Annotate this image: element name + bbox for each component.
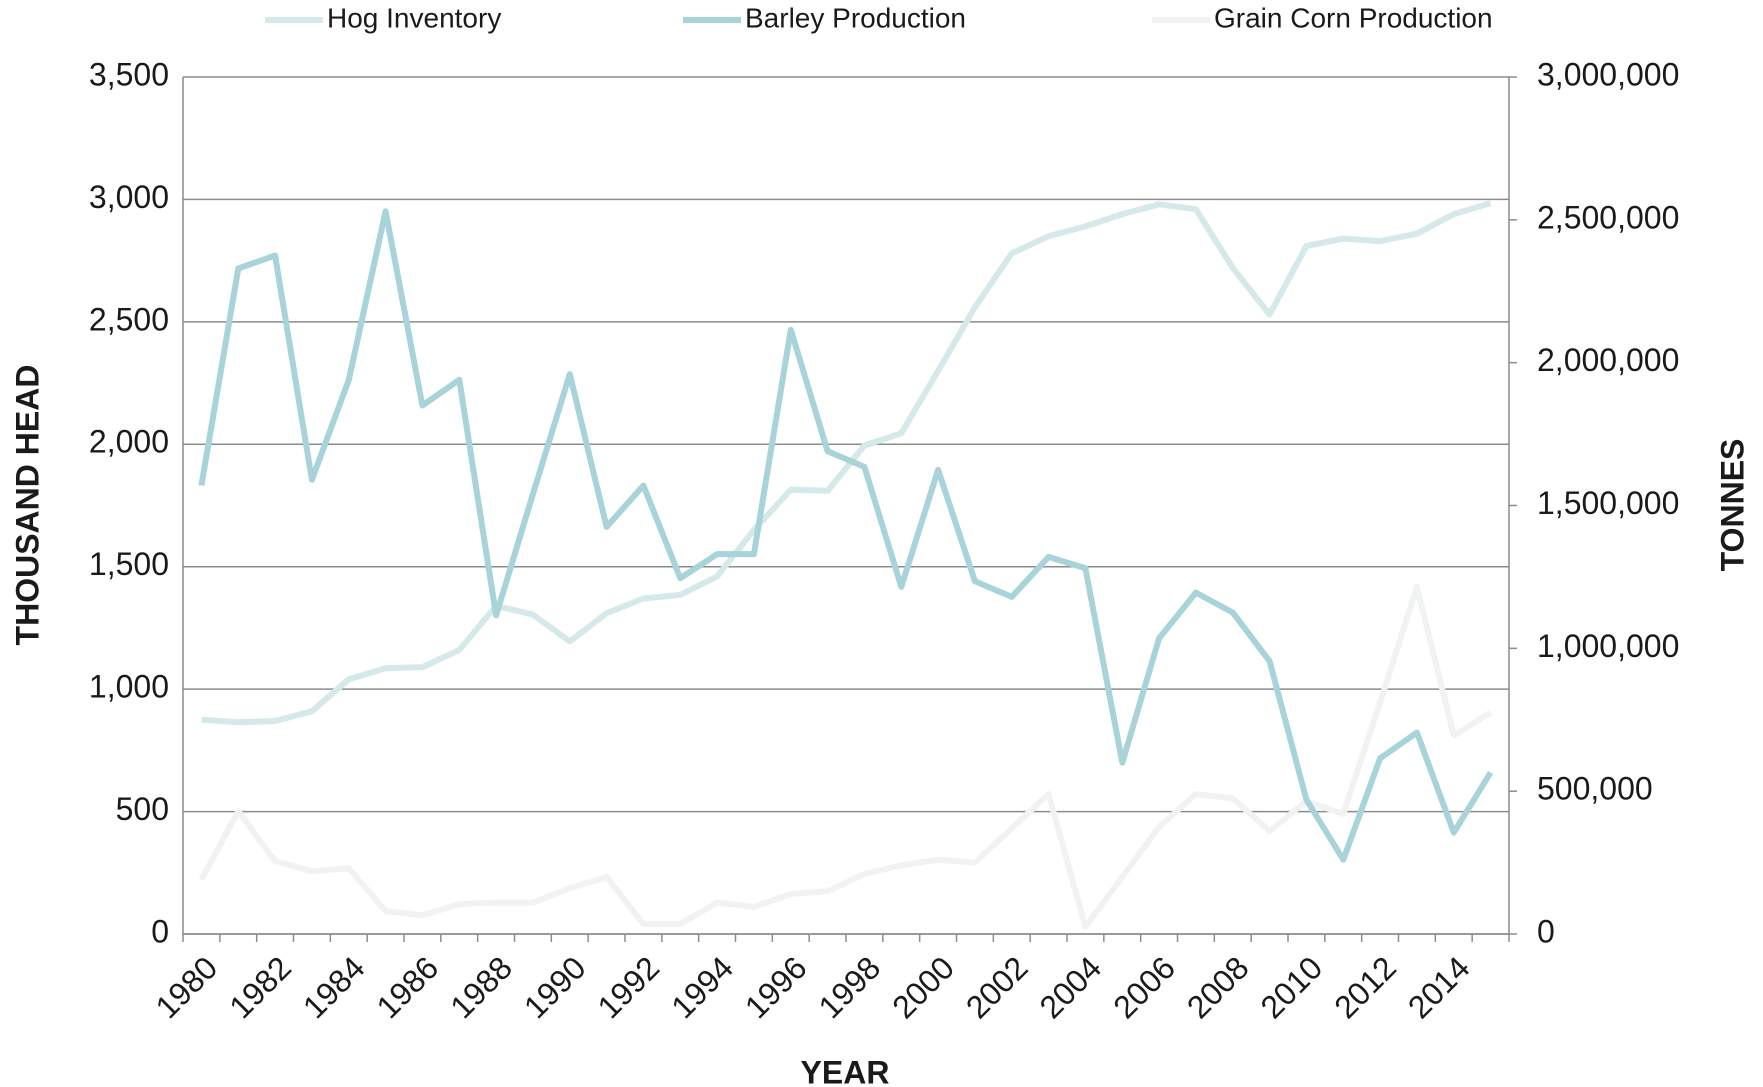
y2-tick-label: 0 — [1537, 913, 1555, 949]
x-tick-label: 1992 — [591, 949, 667, 1025]
y2-tick-label: 500,000 — [1537, 771, 1653, 807]
x-tick-label: 2002 — [959, 949, 1035, 1025]
y-tick-label: 1,000 — [89, 669, 169, 705]
series-line — [198, 583, 1493, 930]
x-axis-title: YEAR — [801, 1054, 890, 1087]
y-tick-label: 2,500 — [89, 301, 169, 337]
x-tick-label: 2004 — [1033, 949, 1109, 1025]
x-tick-label: 1988 — [443, 949, 519, 1025]
x-tick-label: 1990 — [517, 949, 593, 1025]
y-tick-label: 500 — [116, 791, 169, 827]
y-tick-label: 3,500 — [89, 56, 169, 92]
x-tick-label: 1982 — [222, 949, 298, 1025]
x-tick-label: 1980 — [149, 949, 225, 1025]
y2-tick-label: 1,000,000 — [1537, 628, 1679, 664]
legend-label: Barley Production — [745, 2, 966, 33]
y-tick-label: 1,500 — [89, 546, 169, 582]
x-tick-label: 1986 — [370, 949, 446, 1025]
y2-tick-label: 2,500,000 — [1537, 199, 1679, 235]
series-line — [198, 208, 1494, 863]
y-axis-title: THOUSAND HEAD — [9, 365, 45, 646]
x-tick-label: 1998 — [812, 949, 888, 1025]
x-tick-label: 2008 — [1180, 949, 1256, 1025]
x-tick-label: 2010 — [1254, 949, 1330, 1025]
legend-label: Grain Corn Production — [1214, 2, 1493, 33]
y2-tick-label: 1,500,000 — [1537, 485, 1679, 521]
x-tick-label: 1984 — [296, 949, 372, 1025]
x-tick-label: 2012 — [1327, 949, 1403, 1025]
y-tick-label: 3,000 — [89, 179, 169, 215]
series-line — [201, 200, 1492, 726]
y2-tick-label: 3,000,000 — [1537, 56, 1679, 92]
x-tick-label: 1994 — [664, 949, 740, 1025]
legend-label: Hog Inventory — [327, 2, 501, 33]
y2-tick-label: 2,000,000 — [1537, 342, 1679, 378]
y-tick-label: 0 — [151, 913, 169, 949]
x-tick-label: 1996 — [738, 949, 814, 1025]
y-tick-label: 2,000 — [89, 424, 169, 460]
y2-axis-title: TONNES — [1714, 439, 1750, 572]
x-tick-label: 2000 — [885, 949, 961, 1025]
x-tick-label: 2014 — [1401, 949, 1477, 1025]
x-tick-label: 2006 — [1106, 949, 1182, 1025]
